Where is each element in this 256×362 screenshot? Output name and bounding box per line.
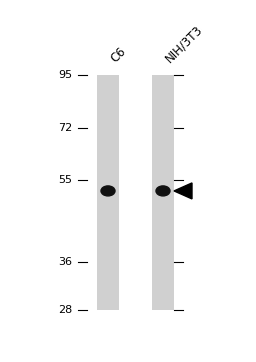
Bar [97, 75, 119, 310]
Text: 36: 36 [58, 257, 72, 267]
Bar [152, 75, 174, 310]
Ellipse shape [156, 186, 170, 196]
Text: 28: 28 [58, 305, 72, 315]
Text: 55: 55 [58, 175, 72, 185]
Text: 72: 72 [58, 123, 72, 133]
Ellipse shape [101, 186, 115, 196]
Polygon shape [174, 183, 192, 199]
Text: NIH/3T3: NIH/3T3 [163, 23, 205, 65]
Text: 95: 95 [58, 70, 72, 80]
Text: C6: C6 [108, 45, 128, 65]
